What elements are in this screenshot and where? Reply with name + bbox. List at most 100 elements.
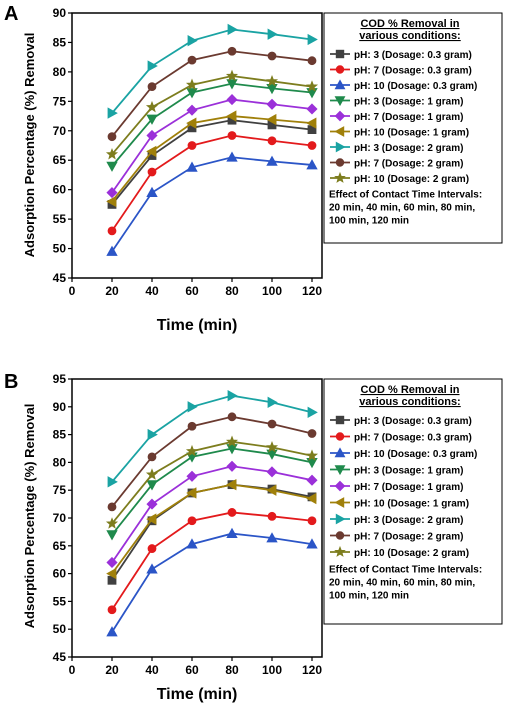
data-point-series-7-80: [227, 390, 238, 402]
legend-entry-1: pH: 3 (Dosage: 0.3 gram): [354, 416, 472, 427]
data-point-series-8-60: [187, 55, 197, 65]
legend-entry-9: pH: 10 (Dosage: 2 gram): [354, 548, 469, 559]
series-line-8: [111, 415, 313, 508]
data-point-series-8-80: [227, 412, 237, 422]
legend-entry-4: pH: 3 (Dosage: 1 gram): [354, 466, 463, 477]
legend-marker-2: [335, 65, 345, 74]
y-tick-label: 45: [53, 271, 67, 285]
legend-marker-9: [334, 171, 346, 183]
panel-a-y-axis: 45 50 55 60 65 70 75 80 85 90: [53, 6, 72, 285]
data-point-series-5-20: [106, 556, 118, 569]
data-point-series-9-120: [305, 80, 319, 92]
legend-note-line: 100 min, 120 min: [329, 216, 409, 227]
data-point-series-5-80: [226, 94, 238, 106]
data-point-series-8-40: [147, 82, 157, 92]
data-point-series-7-20: [107, 476, 118, 488]
data-point-series-4-40: [146, 114, 158, 125]
panel-b-x-axis-title: Time (min): [157, 686, 238, 703]
data-point-series-3-40: [146, 186, 158, 198]
panel-b-y-axis-title: Adsorption Percentage (%) Removal: [22, 404, 37, 629]
series-line-9: [111, 440, 313, 525]
data-point-series-8-100: [267, 51, 277, 61]
series-line-3: [111, 532, 313, 633]
y-tick-label: 50: [53, 242, 67, 256]
data-point-series-4-120: [306, 457, 318, 469]
data-point-series-5-120: [306, 474, 318, 486]
data-point-series-9-40: [145, 468, 159, 480]
data-point-series-7-60: [187, 401, 198, 413]
legend-entry-7: pH: 3 (Dosage: 2 gram): [354, 515, 463, 526]
x-tick-label: 20: [105, 284, 119, 298]
data-point-series-7-20: [107, 107, 118, 119]
data-point-series-3-40: [146, 563, 158, 574]
data-point-series-4-40: [146, 480, 158, 491]
data-point-series-6-40: [146, 513, 157, 525]
legend-marker-3: [334, 447, 346, 458]
y-tick-label: 55: [53, 212, 67, 226]
series-line-7: [111, 394, 313, 483]
legend-entry-6: pH: 10 (Dosage: 1 gram): [354, 499, 469, 510]
panel-a: A 45 50 55 60 65 70 75 80 85 90 0 20 40 60 80 100 120 A…: [4, 3, 503, 334]
x-tick-label: 0: [69, 663, 76, 677]
panel-b-series: [105, 390, 319, 637]
data-point-series-3-100: [266, 155, 278, 166]
x-tick-label: 20: [105, 663, 119, 677]
data-point-series-9-20: [105, 517, 119, 529]
series-line-9: [111, 75, 313, 155]
legend-marker-1: [335, 415, 345, 425]
series-line-3: [111, 156, 313, 253]
y-tick-label: 70: [53, 124, 67, 138]
series-line-5: [111, 98, 313, 194]
legend-marker-8: [335, 158, 345, 167]
data-point-series-9-120: [305, 449, 319, 461]
data-point-series-2-20: [107, 605, 117, 615]
data-point-series-2-100: [267, 136, 277, 146]
data-point-series-5-40: [146, 498, 158, 510]
y-tick-label: 85: [53, 35, 67, 49]
data-point-series-7-100: [267, 396, 278, 409]
data-point-series-3-60: [186, 538, 198, 549]
legend-entry-6: pH: 10 (Dosage: 1 gram): [354, 128, 469, 139]
data-point-series-4-100: [266, 83, 278, 95]
data-point-series-6-120: [306, 492, 317, 505]
legend-entry-8: pH: 7 (Dosage: 2 gram): [354, 159, 463, 170]
panel-a-plot-frame: [71, 12, 323, 279]
panel-a-legend-box: [323, 12, 503, 244]
legend-marker-8: [335, 531, 345, 540]
data-point-series-3-60: [186, 161, 198, 172]
panel-b-y-axis: 45 50 55 60 65 70 75 80 85 90 95: [53, 372, 72, 664]
data-point-series-9-20: [105, 147, 119, 160]
x-tick-label: 0: [69, 284, 76, 298]
data-point-series-5-100: [266, 98, 278, 110]
legend-title-line: various conditions:: [359, 396, 460, 408]
legend-note-line: Effect of Contact Time Intervals:: [329, 565, 482, 576]
data-point-series-4-80: [226, 79, 238, 90]
y-tick-label: 90: [53, 400, 67, 414]
panel-a-x-axis-title: Time (min): [157, 317, 238, 334]
legend-marker-2: [335, 432, 345, 441]
data-point-series-7-100: [267, 28, 278, 40]
data-point-series-6-20: [106, 567, 117, 580]
data-point-series-9-100: [265, 74, 279, 87]
data-point-series-2-20: [107, 226, 117, 236]
data-point-series-2-80: [227, 131, 237, 140]
series-line-6: [111, 115, 313, 203]
series-line-5: [111, 465, 313, 563]
series-line-1: [111, 119, 313, 205]
panel-a-y-axis-title: Adsorption Percentage (%) Removal: [22, 33, 37, 258]
data-point-series-8-20: [107, 132, 117, 142]
data-point-series-6-80: [226, 110, 237, 122]
data-point-series-3-20: [106, 245, 118, 256]
series-line-4: [111, 447, 313, 536]
legend-marker-5: [334, 110, 346, 122]
y-tick-label: 50: [53, 622, 67, 636]
legend-marker-7: [335, 141, 346, 153]
data-point-series-9-80: [225, 69, 239, 82]
y-tick-label: 60: [53, 567, 67, 581]
legend-entry-5: pH: 7 (Dosage: 1 gram): [354, 482, 463, 493]
legend-entry-2: pH: 7 (Dosage: 0.3 gram): [354, 66, 472, 77]
data-point-series-6-120: [306, 117, 317, 129]
legend-entry-7: pH: 3 (Dosage: 2 gram): [354, 143, 463, 154]
